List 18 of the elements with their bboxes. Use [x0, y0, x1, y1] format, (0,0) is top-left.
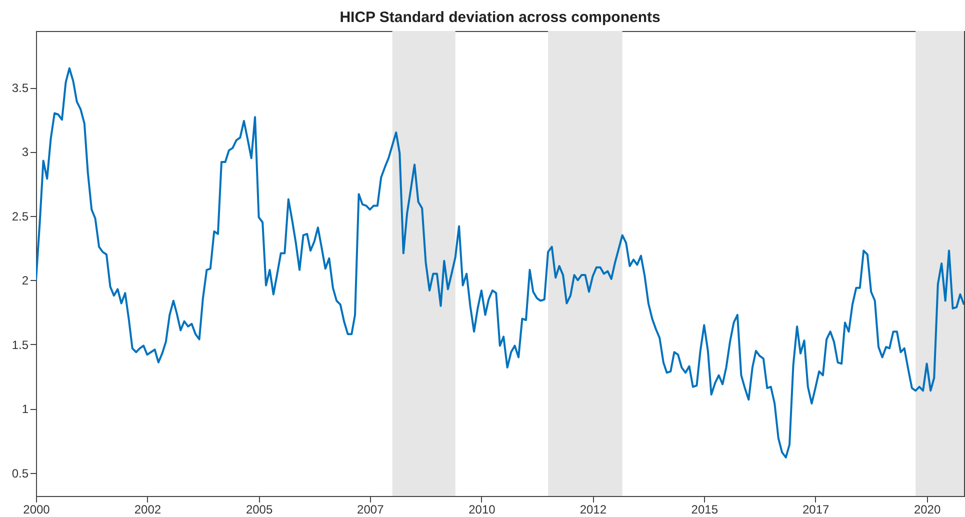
- x-tick-label: 2017: [802, 502, 830, 516]
- y-tick-label: 1: [22, 402, 29, 416]
- x-tick-label: 2015: [691, 502, 718, 516]
- line-series: [36, 67, 964, 458]
- y-tick-label: 3.5: [12, 81, 29, 96]
- x-tick-label: 2000: [23, 502, 50, 516]
- y-tick-label: 1.5: [12, 338, 29, 352]
- x-tick-label: 2020: [914, 502, 941, 516]
- x-tick-label: 2007: [357, 502, 384, 516]
- x-tick-label: 2005: [246, 502, 273, 516]
- y-tick-label: 0.5: [12, 466, 29, 480]
- y-tick-label: 3: [22, 145, 29, 160]
- chart-title: HICP Standard deviation across components: [340, 9, 660, 26]
- x-tick-label: 2012: [580, 502, 607, 516]
- x-tick-label: 2010: [468, 502, 496, 516]
- x-tick-label: 2002: [134, 502, 162, 516]
- y-tick-label: 2.5: [12, 209, 29, 224]
- y-tick-label: 2: [22, 274, 29, 288]
